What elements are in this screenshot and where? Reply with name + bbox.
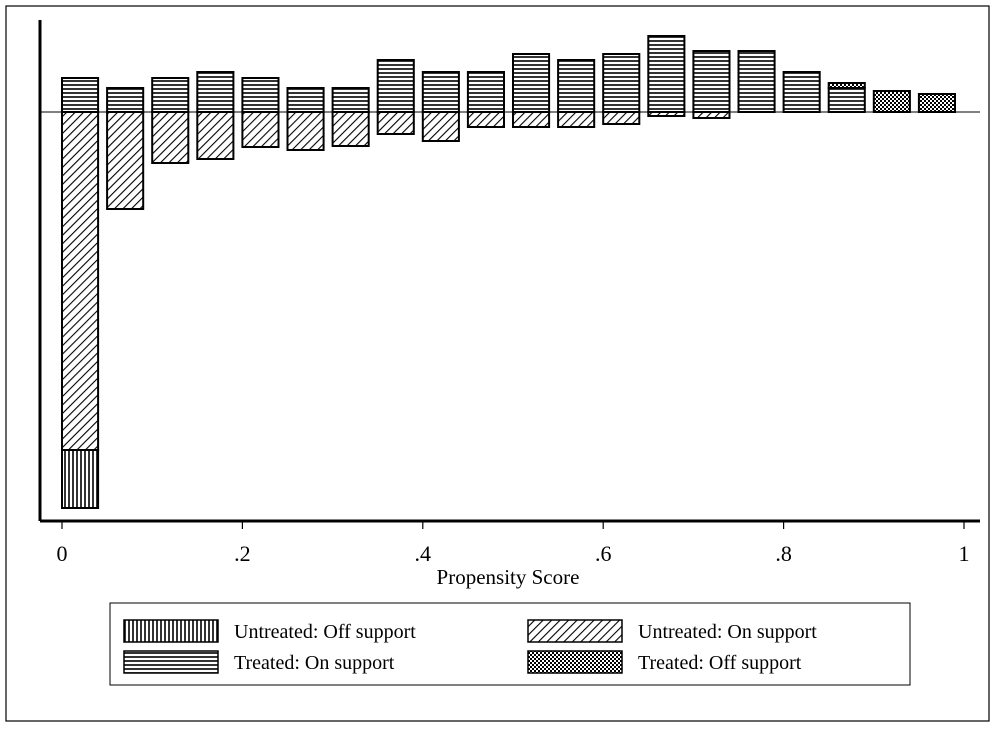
legend-label-untreated-on: Untreated: On support bbox=[638, 621, 817, 643]
bar-treated-on-0 bbox=[61, 77, 100, 113]
bar-untreated-on-2 bbox=[151, 111, 190, 164]
bar-treated-on-9 bbox=[466, 71, 505, 113]
bar-untreated-on-8 bbox=[421, 111, 460, 142]
bar-untreated-on-3 bbox=[196, 111, 235, 160]
x-tick-label-3: .6 bbox=[595, 541, 612, 566]
bar-treated-on-2 bbox=[151, 77, 190, 113]
bar-untreated-on-5 bbox=[286, 111, 325, 151]
bar-untreated-on-10 bbox=[512, 111, 551, 128]
bar-treated-on-6 bbox=[331, 87, 370, 113]
bar-treated-off-19 bbox=[917, 93, 957, 113]
legend-swatch-untreated-on bbox=[527, 619, 623, 643]
legend-label-treated-on: Treated: On support bbox=[234, 652, 395, 674]
bar-untreated-on-14 bbox=[692, 111, 731, 119]
bar-treated-on-8 bbox=[421, 71, 460, 113]
outer-frame bbox=[5, 5, 990, 722]
bar-untreated-on-0 bbox=[61, 111, 100, 451]
bar-treated-on-7 bbox=[376, 59, 415, 113]
x-tick-label-0: 0 bbox=[57, 541, 68, 566]
x-tick-label-4: .8 bbox=[775, 541, 792, 566]
bar-treated-on-16 bbox=[782, 71, 821, 113]
bar-treated-on-12 bbox=[602, 53, 641, 113]
bar-untreated-on-11 bbox=[557, 111, 596, 128]
legend-swatch-treated-off bbox=[527, 650, 623, 674]
bar-untreated-on-4 bbox=[241, 111, 280, 148]
bar-treated-on-17 bbox=[827, 87, 866, 113]
bar-treated-on-1 bbox=[106, 87, 145, 113]
bar-treated-on-13 bbox=[647, 35, 686, 113]
x-tick-label-2: .4 bbox=[415, 541, 432, 566]
bar-treated-on-5 bbox=[286, 87, 325, 113]
x-tick-label-1: .2 bbox=[234, 541, 251, 566]
bar-untreated-on-13 bbox=[647, 111, 686, 117]
bar-treated-on-10 bbox=[512, 53, 551, 113]
bar-treated-on-14 bbox=[692, 50, 731, 113]
x-axis-label: Propensity Score bbox=[437, 565, 580, 589]
bar-treated-on-4 bbox=[241, 77, 280, 113]
bar-untreated-on-7 bbox=[376, 111, 415, 135]
bar-untreated-on-12 bbox=[602, 111, 641, 125]
legend-box bbox=[109, 602, 911, 686]
bar-treated-on-11 bbox=[557, 59, 596, 113]
bar-untreated-on-6 bbox=[331, 111, 370, 147]
legend-label-treated-off: Treated: Off support bbox=[638, 652, 802, 674]
legend-swatch-untreated-off bbox=[123, 619, 219, 643]
bar-treated-off-17 bbox=[827, 82, 866, 89]
legend: Untreated: Off support Untreated: On sup… bbox=[109, 602, 911, 686]
bar-treated-on-15 bbox=[737, 50, 776, 113]
legend-label-untreated-off: Untreated: Off support bbox=[234, 621, 416, 643]
bar-treated-off-18 bbox=[872, 90, 911, 113]
legend-swatch-treated-on bbox=[123, 650, 219, 674]
x-tick-label-5: 1 bbox=[959, 541, 970, 566]
bar-untreated-on-1 bbox=[106, 111, 145, 210]
bars-layer bbox=[61, 35, 957, 509]
bar-untreated-on-9 bbox=[466, 111, 505, 128]
bar-untreated-off-0 bbox=[61, 449, 100, 509]
x-ticks: 0 .2 .4 .6 .8 1 bbox=[57, 521, 970, 566]
bar-treated-on-3 bbox=[196, 71, 235, 113]
